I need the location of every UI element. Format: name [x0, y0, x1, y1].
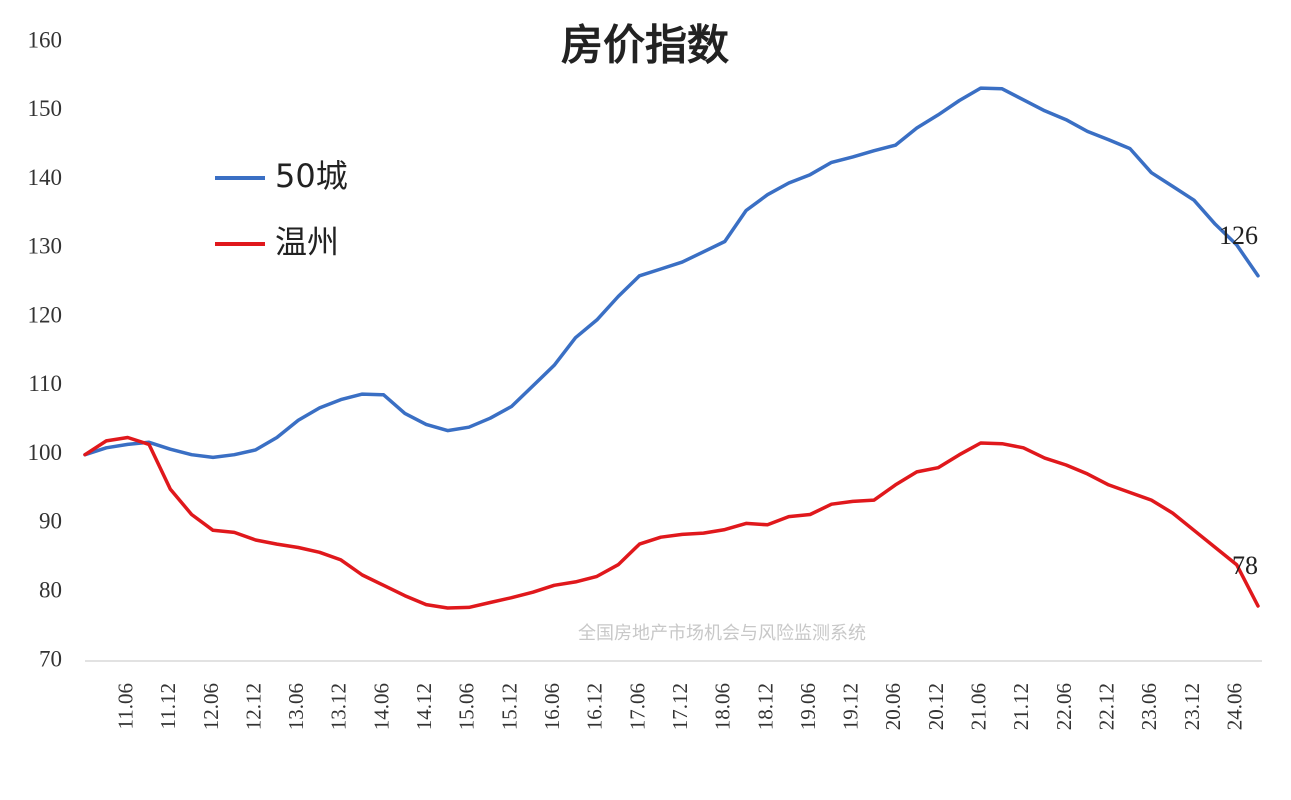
line-series [83, 435, 1260, 610]
x-tick-label: 18.12 [753, 683, 777, 730]
x-tick-label: 19.06 [796, 683, 820, 730]
y-tick-label: 100 [28, 440, 63, 465]
x-tick-label: 15.12 [497, 683, 521, 730]
x-tick-label: 17.12 [668, 683, 692, 730]
y-tick-label: 90 [39, 509, 62, 534]
x-tick-label: 11.12 [156, 683, 180, 729]
x-tick-label: 16.06 [540, 683, 564, 730]
x-tick-label: 21.06 [967, 683, 991, 730]
legend-label: 50城 [275, 157, 348, 195]
x-tick-label: 20.12 [924, 683, 948, 730]
x-tick-label: 14.06 [369, 683, 393, 730]
x-tick-label: 23.12 [1180, 683, 1204, 730]
x-tick-label: 13.06 [284, 683, 308, 730]
x-tick-label: 22.06 [1052, 683, 1076, 730]
y-tick-label: 130 [28, 234, 63, 259]
x-tick-label: 22.12 [1095, 683, 1119, 730]
y-tick-label: 150 [28, 96, 63, 121]
x-tick-label: 17.06 [625, 683, 649, 730]
x-tick-label: 14.12 [412, 683, 436, 730]
end-label: 78 [1232, 551, 1258, 580]
x-tick-label: 19.12 [839, 683, 863, 730]
chart-title: 房价指数 [561, 21, 729, 70]
y-tick-label: 140 [28, 165, 63, 190]
x-tick-label: 12.12 [241, 683, 265, 730]
end-label: 126 [1219, 221, 1258, 250]
x-tick-label: 11.06 [113, 683, 137, 729]
legend-label: 温州 [275, 223, 339, 261]
x-tick-label: 12.06 [199, 683, 223, 730]
y-tick-label: 160 [28, 27, 63, 52]
x-tick-label: 16.12 [583, 683, 607, 730]
x-tick-label: 20.06 [881, 683, 905, 730]
x-tick-label: 24.06 [1222, 683, 1246, 730]
y-tick-label: 110 [28, 371, 62, 396]
line-series [83, 86, 1260, 460]
y-tick-label: 70 [39, 646, 62, 671]
y-tick-label: 120 [28, 302, 63, 327]
y-tick-label: 80 [39, 578, 62, 603]
x-tick-label: 23.06 [1137, 683, 1161, 730]
watermark: 全国房地产市场机会与风险监测系统 [578, 623, 866, 644]
x-tick-label: 18.06 [711, 683, 735, 730]
x-tick-label: 15.06 [455, 683, 479, 730]
x-tick-label: 21.12 [1009, 683, 1033, 730]
x-tick-label: 13.12 [327, 683, 351, 730]
